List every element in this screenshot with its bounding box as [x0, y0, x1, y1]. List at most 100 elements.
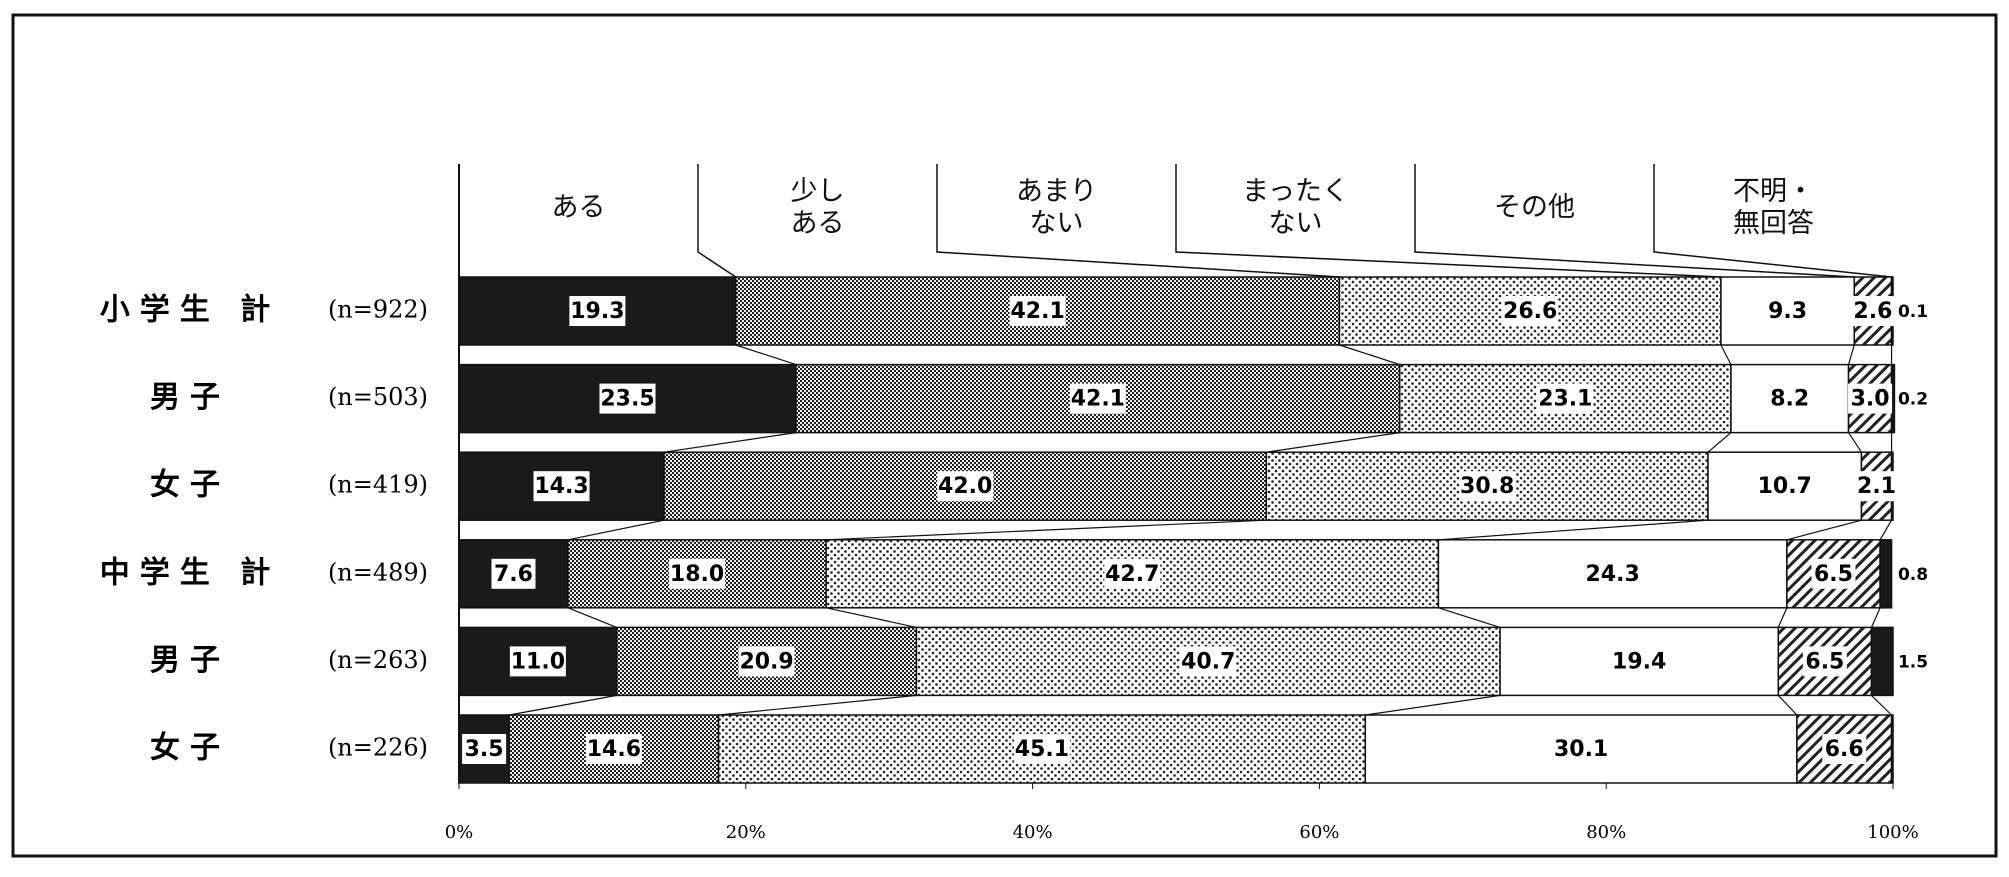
sample-size: (n=489) [328, 558, 428, 586]
legend-label: まったく ない [1242, 176, 1349, 239]
sample-size: (n=226) [328, 734, 428, 762]
connector-line [1848, 432, 1862, 453]
connector-line [826, 519, 1267, 541]
label-box [1180, 646, 1237, 677]
connector-line [663, 432, 797, 453]
x-tick-label: 100% [1867, 822, 1918, 843]
data-label: 42.0 [938, 474, 992, 499]
label-box [937, 471, 994, 502]
data-label: 19.4 [1612, 649, 1666, 674]
connector-line [1266, 432, 1400, 453]
label-box [509, 646, 566, 677]
label-box [1802, 646, 1847, 677]
connector-line [1786, 519, 1862, 541]
data-label: 18.0 [670, 562, 724, 587]
connector-line [1870, 607, 1881, 628]
label-box [1009, 296, 1066, 326]
label-box [1013, 734, 1070, 764]
bar-segment [1870, 626, 1894, 697]
label-box [1459, 471, 1516, 502]
data-label: 6.5 [1814, 562, 1853, 587]
connector-line [1847, 344, 1855, 365]
connector-line [1777, 694, 1798, 716]
connector-line [1438, 607, 1501, 628]
row-label: 男子 [150, 643, 230, 678]
data-label: 9.3 [1768, 299, 1807, 324]
label-box [491, 558, 536, 589]
sample-size: (n=503) [328, 383, 428, 411]
connector-line [1365, 694, 1501, 716]
label-box [1854, 471, 1899, 502]
label-box [569, 296, 626, 326]
label-box [585, 734, 642, 764]
data-label: 3.0 [1851, 387, 1890, 412]
label-box [1502, 296, 1559, 326]
row-label: 女子 [150, 731, 230, 766]
label-box [462, 734, 507, 764]
bar-segment [1890, 714, 1894, 784]
data-label: 7.6 [494, 562, 533, 587]
data-label: 3.5 [465, 737, 504, 762]
data-label: 42.1 [1071, 387, 1125, 412]
data-label: 42.1 [1010, 299, 1064, 324]
legend-divider [1653, 164, 1892, 278]
connector-line [509, 694, 617, 716]
sample-size: (n=922) [328, 296, 428, 324]
data-label: 20.9 [739, 649, 793, 674]
label-box [1069, 383, 1126, 414]
connector-line [1871, 694, 1892, 716]
data-label: 19.3 [570, 299, 624, 324]
x-tick-label: 80% [1586, 822, 1626, 843]
data-label: 0.1 [1898, 302, 1928, 322]
x-tick-label: 60% [1299, 822, 1339, 843]
x-tick-label: 0% [445, 822, 474, 843]
label-box [533, 471, 590, 502]
data-label: 42.7 [1105, 562, 1159, 587]
frame [11, 13, 1998, 858]
data-label: 40.7 [1181, 649, 1235, 674]
data-label: 6.6 [1825, 737, 1864, 762]
sample-size: (n=263) [328, 646, 428, 674]
data-label: 30.8 [1460, 474, 1514, 499]
legend-divider [936, 164, 1340, 278]
connector-line [567, 519, 665, 541]
x-tick-label: 40% [1013, 822, 1053, 843]
label-box [1553, 734, 1610, 764]
connector-line [1879, 519, 1893, 541]
legend-label: ある [551, 192, 606, 223]
legend-label: あまり ない [1016, 176, 1097, 239]
legend-divider [697, 164, 737, 278]
data-label: 24.3 [1586, 562, 1640, 587]
label-box [1104, 558, 1161, 589]
connector-line [1707, 432, 1732, 453]
legend-label: 不明・ 無回答 [1733, 176, 1814, 239]
label-box [1822, 734, 1867, 764]
data-label: 26.6 [1503, 299, 1557, 324]
data-label: 2.6 [1853, 299, 1892, 324]
label-box [1584, 558, 1641, 589]
label-box [1611, 646, 1668, 677]
data-label: 6.5 [1805, 649, 1844, 674]
connector-line [1438, 519, 1709, 541]
data-label: 14.3 [534, 474, 588, 499]
x-tick-label: 20% [726, 822, 766, 843]
data-label: 23.5 [600, 387, 654, 412]
data-label: 11.0 [511, 649, 565, 674]
data-label: 0.8 [1898, 565, 1928, 585]
connector-line [567, 607, 617, 628]
row-label: 小学生 計 [100, 293, 280, 328]
label-box [738, 646, 795, 677]
connector-line [1777, 607, 1788, 628]
legend-label: 少し ある [790, 176, 845, 239]
connector-line [825, 607, 917, 628]
data-label: 45.1 [1015, 737, 1069, 762]
data-label: 0.2 [1898, 390, 1928, 410]
label-box [1765, 296, 1810, 326]
data-label: 8.2 [1770, 387, 1809, 412]
data-label: 30.1 [1554, 737, 1608, 762]
legend-label: その他 [1494, 192, 1575, 223]
connector-line [718, 694, 917, 716]
data-label: 2.1 [1857, 474, 1896, 499]
